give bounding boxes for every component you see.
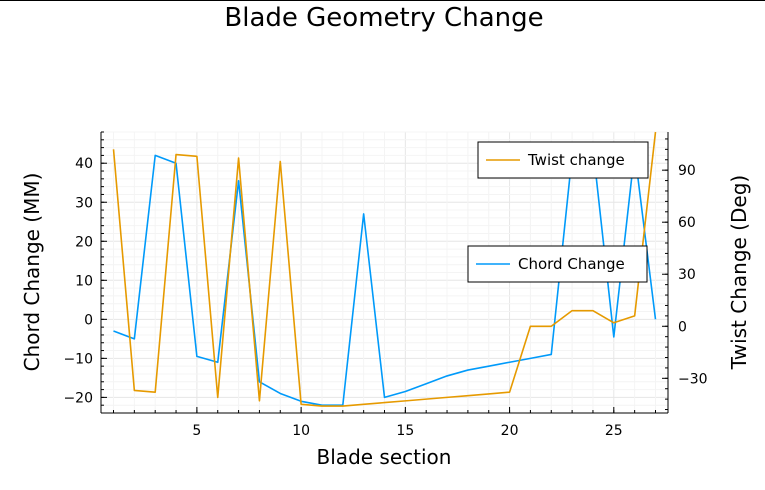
x-tick-label: 25 <box>605 423 623 439</box>
axes: 5 10 15 20 25 −20 −10 0 10 20 30 40 −30 0 30 60 90 <box>63 131 708 439</box>
y-right-tick-label: 90 <box>678 163 696 179</box>
y-left-tick-label: 30 <box>75 195 93 211</box>
series-line-twist-change <box>112 131 657 407</box>
y-right-tick-label: 30 <box>678 267 696 283</box>
series-line-chord-change <box>113 146 657 406</box>
y-right-axis-label: Twist Change (Deg) <box>727 175 751 370</box>
grid <box>101 131 668 414</box>
y-left-tick-label: −20 <box>63 390 93 406</box>
legend-chord-change: Chord Change <box>467 245 648 283</box>
y-right-tick-label: −30 <box>678 371 708 387</box>
series <box>112 131 657 407</box>
chart-title: Blade Geometry Change <box>224 3 543 33</box>
x-tick-label: 10 <box>292 423 310 439</box>
legend-box <box>477 141 649 179</box>
x-tick-label: 5 <box>192 423 201 439</box>
y-left-tick-label: 20 <box>75 234 93 250</box>
y-left-axis-label: Chord Change (MM) <box>20 173 44 372</box>
legend-twist-change: Twist change <box>477 141 649 179</box>
x-tick-label: 20 <box>501 423 519 439</box>
y-left-tick-label: 0 <box>84 312 93 328</box>
y-left-tick-label: −10 <box>63 351 93 367</box>
y-right-tick-label: 0 <box>678 319 687 335</box>
y-right-tick-label: 60 <box>678 215 696 231</box>
y-left-tick-label: 10 <box>75 273 93 289</box>
x-axis-label: Blade section <box>317 445 452 469</box>
legend-label: Chord Change <box>518 255 625 273</box>
legends: Twist change Chord Change <box>467 141 649 283</box>
y-left-tick-label: 40 <box>75 156 93 172</box>
legend-label: Twist change <box>527 151 625 169</box>
x-tick-label: 15 <box>396 423 414 439</box>
